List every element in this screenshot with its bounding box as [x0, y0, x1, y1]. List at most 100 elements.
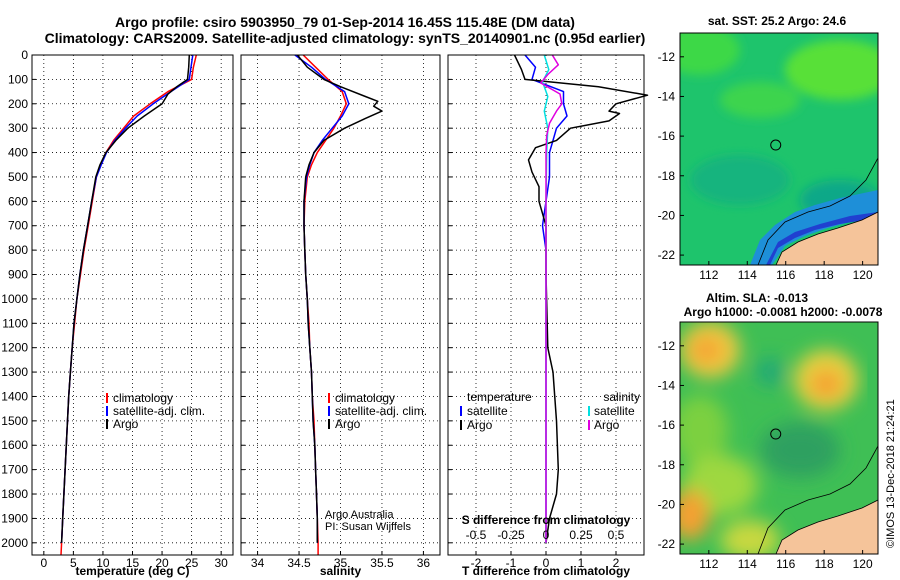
x-tick-label-s: -0.25	[497, 528, 525, 542]
x-tick-label-s: 0.25	[569, 528, 593, 542]
sst-warm-patch	[785, 40, 878, 100]
x-axis-label: temperature (deg C)	[75, 564, 189, 578]
map-y-tick-label: -16	[658, 418, 676, 432]
legend-label: climatology	[113, 391, 173, 405]
sla-map-axes: 112 114 116 118 120 -12 -14 -16 -18 -20 -22	[658, 339, 873, 571]
legend-title-temperature: temperature	[467, 390, 532, 404]
x-tick-label-s: 0	[543, 528, 550, 542]
legend-label: Argo	[467, 418, 493, 432]
sla-isobath	[757, 445, 878, 554]
legend-label: Argo	[594, 418, 620, 432]
x-tick-label: 0	[543, 556, 550, 570]
legend-label: climatology	[335, 391, 395, 405]
series-line-climatology	[302, 54, 348, 555]
legend-label: satellite	[594, 404, 635, 418]
map-y-tick-label: -20	[658, 208, 676, 222]
x-tick-label: 1	[578, 556, 585, 570]
series-line-argo	[60, 54, 191, 543]
y-tick-label: 500	[8, 170, 28, 184]
sla-map-frame	[679, 321, 879, 555]
y-tick-label: 1500	[1, 414, 28, 428]
map-y-tick-label: -12	[658, 339, 676, 353]
map-x-tick-label: 116	[776, 268, 795, 282]
sst-isobath	[757, 157, 878, 265]
sla-mid-patch	[720, 520, 780, 554]
legend-title-salinity: salinity	[603, 390, 640, 404]
annotation-text: PI: Susan Wijffels	[325, 521, 411, 533]
sst-land	[776, 212, 878, 265]
x-tick-label: 0	[40, 556, 47, 570]
x-tick-label-s: -0.5	[466, 528, 487, 542]
x-axis-label: salinity	[320, 564, 362, 578]
annotation-text: Argo Australia	[325, 509, 394, 521]
watermark: ©IMOS 13-Dec-2018 21:24:21	[885, 399, 897, 548]
series-line-argo	[296, 54, 383, 543]
title-line-2: Climatology: CARS2009. Satellite-adjuste…	[45, 30, 646, 46]
y-tick-label: 600	[8, 194, 28, 208]
y-tick-label: 300	[8, 121, 28, 135]
sst-float-marker	[770, 139, 782, 151]
x-tick-label: -2	[471, 556, 482, 570]
y-tick-label: 0	[21, 48, 28, 62]
sla-high-patch	[680, 490, 710, 540]
x-tick-label: 30	[214, 556, 228, 570]
map-x-tick-label: 112	[699, 268, 718, 282]
sst-warm-patch	[680, 33, 740, 75]
y-tick-label: 1900	[1, 511, 28, 525]
map-x-tick-label: 114	[738, 268, 757, 282]
salinity-panel: 34 34.5 35 35.5 36 salinity climatologysatelli…	[240, 54, 441, 578]
sla-map-title-2: Argo h1000: -0.0081 h2000: -0.0078	[684, 305, 883, 319]
map-y-tick-label: -14	[658, 378, 676, 392]
x-tick-label: 34	[251, 556, 265, 570]
x-tick-label: 5	[70, 556, 77, 570]
map-y-tick-label: -22	[658, 248, 676, 262]
y-tick-label: 1200	[1, 341, 28, 355]
y-tick-label: 2000	[1, 536, 28, 550]
map-x-tick-label: 116	[776, 557, 795, 571]
series-line-climatology	[60, 54, 198, 556]
sla-map	[680, 322, 878, 554]
map-y-tick-label: -12	[658, 50, 676, 64]
sla-map-title-1: Altim. SLA: -0.013	[706, 291, 808, 305]
map-x-tick-label: 118	[815, 268, 834, 282]
x-tick-label: 34.5	[287, 556, 311, 570]
sst-map-title: sat. SST: 25.2 Argo: 24.6	[708, 14, 847, 28]
y-tick-label: 1700	[1, 463, 28, 477]
map-y-tick-label: -20	[658, 497, 676, 511]
x-axis-label-top: S difference from climatology	[462, 513, 631, 527]
sst-coastline	[775, 211, 878, 265]
sla-coastline	[775, 499, 878, 554]
y-tick-label: 1000	[1, 292, 28, 306]
difference-panel: -2 -1 0 1 2T difference from climatology temp…	[447, 54, 649, 578]
x-tick-label: 25	[185, 556, 199, 570]
temperature-panel: 0 5 10 15 20 25 30 temperature (deg C) 0 100 200 30…	[1, 48, 234, 578]
x-tick-label: 2	[613, 556, 620, 570]
map-y-tick-label: -18	[658, 458, 676, 472]
y-tick-label: 1600	[1, 438, 28, 452]
map-x-tick-label: 112	[699, 557, 718, 571]
x-tick-label: 35	[334, 556, 348, 570]
map-x-tick-label: 114	[738, 557, 757, 571]
sla-low-patch	[756, 358, 784, 386]
legend-label: Argo	[335, 417, 361, 431]
y-tick-label: 400	[8, 146, 28, 160]
map-y-tick-label: -22	[658, 537, 676, 551]
map-x-tick-label: 118	[815, 557, 834, 571]
y-tick-label: 1800	[1, 487, 28, 501]
y-tick-label: 800	[8, 243, 28, 257]
y-tick-label: 1400	[1, 389, 28, 403]
sst-map	[680, 33, 878, 265]
sla-mid-patch	[680, 395, 728, 465]
x-axis-label: T difference from climatology	[462, 564, 630, 578]
y-tick-label: 700	[8, 219, 28, 233]
x-tick-label: 20	[155, 556, 169, 570]
legend-label: satellite-adj. clim.	[113, 404, 205, 418]
map-y-tick-label: -16	[658, 129, 676, 143]
legend-label: Argo	[113, 417, 139, 431]
series-line-s-argo	[540, 54, 563, 543]
legend-label: satellite	[467, 404, 508, 418]
x-tick-label: 10	[96, 556, 110, 570]
y-tick-label: 200	[8, 97, 28, 111]
sla-float-marker	[770, 428, 782, 440]
sla-land	[776, 500, 878, 554]
